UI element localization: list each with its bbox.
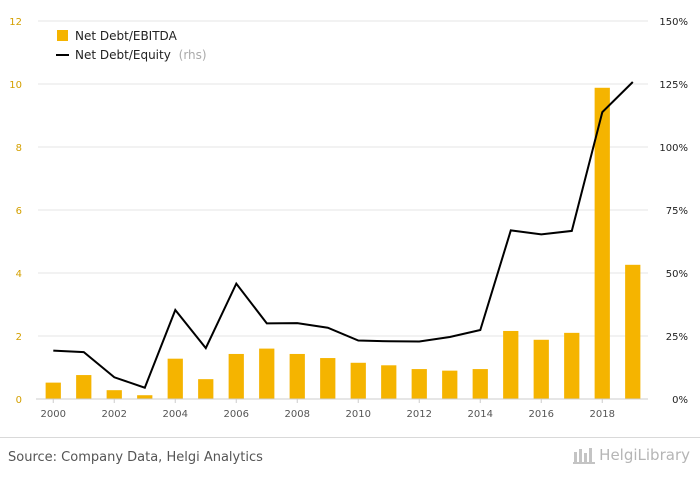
footer-divider xyxy=(0,437,700,438)
x-axis-tick-label: 2008 xyxy=(285,409,310,420)
bar-series-net-debt-ebitda xyxy=(45,87,641,399)
bar xyxy=(259,348,275,399)
bar xyxy=(76,375,92,399)
gridlines xyxy=(38,20,648,337)
legend: Net Debt/EBITDA Net Debt/Equity (rhs) xyxy=(56,29,207,62)
legend-label-rhs: (rhs) xyxy=(179,48,207,62)
left-axis-tick-label: 2 xyxy=(16,332,22,343)
right-axis-tick-label: 125% xyxy=(659,80,688,91)
left-axis-tick-label: 4 xyxy=(16,269,22,280)
brand-logo: HelgiLibrary xyxy=(573,446,690,464)
bar xyxy=(381,365,397,399)
bar xyxy=(228,353,244,399)
left-axis-tick-label: 8 xyxy=(16,143,22,154)
x-axis-tick-label: 2006 xyxy=(224,409,249,420)
bar xyxy=(411,369,427,399)
right-axis-tick-label: 50% xyxy=(666,269,688,280)
x-axis-tick-label: 2004 xyxy=(163,409,188,420)
left-axis-tick-label: 6 xyxy=(16,206,22,217)
x-axis-tick-label: 2012 xyxy=(407,409,432,420)
legend-label-bar: Net Debt/EBITDA xyxy=(75,29,178,43)
source-note: Source: Company Data, Helgi Analytics xyxy=(8,450,263,465)
right-axis-tick-label: 25% xyxy=(666,332,688,343)
left-axis-tick-label: 12 xyxy=(9,17,22,28)
right-axis-tick-label: 100% xyxy=(659,143,688,154)
bar xyxy=(289,353,305,399)
x-axis-tick-label: 2010 xyxy=(346,409,371,420)
left-axis-tick-label: 10 xyxy=(9,80,22,91)
bar xyxy=(137,395,153,399)
left-axis-tick-label: 0 xyxy=(16,395,22,406)
bar xyxy=(594,87,610,399)
right-axis-tick-label: 150% xyxy=(659,17,688,28)
right-axis-tick-label: 75% xyxy=(666,206,688,217)
right-axis-tick-label: 0% xyxy=(672,395,688,406)
library-icon xyxy=(573,448,596,464)
bar xyxy=(167,358,183,399)
bar xyxy=(350,362,366,399)
bar xyxy=(503,330,519,399)
axes: 0 0% 2 25% 4 50% 6 75% 8 100% 10 125% 12 150% 2000 2002… xyxy=(9,17,688,420)
bar xyxy=(533,339,549,399)
x-axis-tick-label: 2016 xyxy=(529,409,554,420)
svg-text:Net Debt/Equity (rhs): Net Debt/Equity (rhs) xyxy=(75,48,207,62)
chart-svg: 0 0% 2 25% 4 50% 6 75% 8 100% 10 125% 12 150% 2000 2002… xyxy=(9,17,688,420)
x-axis-tick-label: 2000 xyxy=(41,409,66,420)
legend-swatch-bar xyxy=(57,30,68,41)
series-line xyxy=(53,81,634,389)
bar xyxy=(472,369,488,399)
bar xyxy=(442,370,458,399)
legend-label-line: Net Debt/Equity xyxy=(75,48,171,62)
bar xyxy=(106,390,122,399)
x-axis-tick-label: 2018 xyxy=(590,409,615,420)
bar xyxy=(45,382,61,399)
line-series-net-debt-equity xyxy=(53,81,634,389)
bar xyxy=(198,379,214,399)
bar xyxy=(564,332,580,399)
x-axis-tick-label: 2014 xyxy=(468,409,493,420)
bar xyxy=(625,264,641,399)
x-axis-tick-label: 2002 xyxy=(102,409,127,420)
brand-name: HelgiLibrary xyxy=(599,446,690,464)
bar xyxy=(320,358,336,399)
